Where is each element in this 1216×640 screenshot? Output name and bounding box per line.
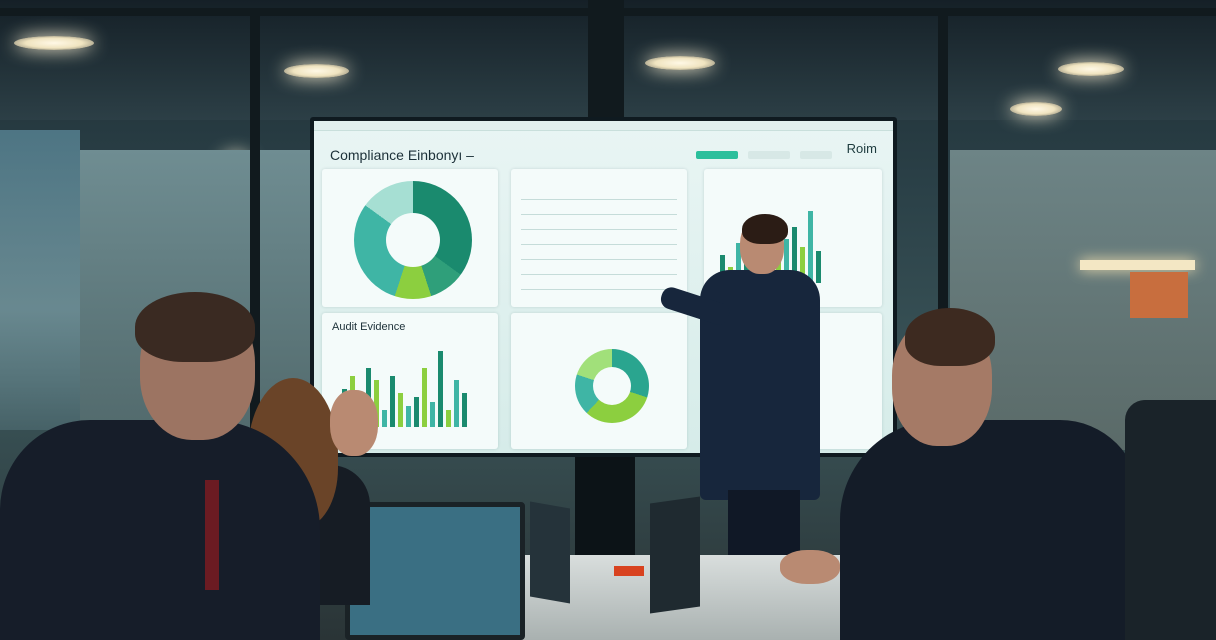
- donut-panel: [322, 169, 498, 307]
- attendee-hand: [780, 550, 840, 584]
- screen-bar: [398, 393, 403, 427]
- donut-chart: [354, 181, 472, 299]
- tie: [205, 480, 219, 590]
- office-chair: [1125, 400, 1216, 640]
- table-panel: [511, 169, 687, 307]
- notebook: [614, 566, 644, 576]
- glass-frame: [938, 10, 948, 440]
- attendee-man-right: [840, 420, 1140, 640]
- presenter-hair: [742, 214, 788, 244]
- poster: [1130, 272, 1188, 318]
- ceiling-light-icon: [14, 36, 94, 50]
- screen-bar: [454, 380, 459, 427]
- attendee-man-left: [0, 420, 320, 640]
- screen-bar: [382, 410, 387, 427]
- screen-bar: [784, 239, 789, 283]
- glass-frame: [250, 10, 260, 490]
- page-title: Compliance Einbonyı –: [330, 147, 474, 163]
- screen-bar: [422, 367, 427, 427]
- ceiling-light-icon: [1010, 102, 1062, 116]
- ceiling-light-icon: [645, 56, 715, 70]
- screen-bar: [462, 393, 467, 427]
- screen-bar: [816, 251, 821, 283]
- presenter-legs: [728, 490, 800, 555]
- filter-button[interactable]: [748, 151, 790, 159]
- screen-bar: [414, 397, 419, 427]
- screen-bar: [776, 255, 781, 283]
- laptop-icon: [345, 502, 525, 640]
- screen-bar: [736, 243, 741, 283]
- window: [0, 130, 80, 430]
- glass-frame: [588, 0, 624, 120]
- screen-bar: [720, 255, 725, 283]
- screen-bar: [438, 350, 443, 427]
- screen-bar: [374, 380, 379, 427]
- attendee-hair: [135, 292, 255, 362]
- filter-button[interactable]: [800, 151, 832, 159]
- screen-bar: [406, 405, 411, 427]
- attendee-face: [330, 390, 378, 456]
- filter-button[interactable]: [696, 151, 738, 159]
- ceiling-light-icon: [1058, 62, 1124, 76]
- laptop-icon: [650, 496, 700, 614]
- browser-toolbar: [314, 121, 893, 131]
- screen-stand: [575, 455, 635, 555]
- laptop-icon: [530, 501, 570, 604]
- screen-bar: [390, 376, 395, 427]
- screen-bar: [430, 401, 435, 427]
- wall-light: [1080, 260, 1195, 270]
- screen-bar: [446, 410, 451, 427]
- panel-title: Audit Evidence: [332, 321, 406, 333]
- brand-logo: Roim: [846, 141, 877, 156]
- donut-panel: [511, 313, 687, 449]
- donut-chart: [575, 349, 649, 423]
- ceiling-light-icon: [284, 64, 349, 78]
- glass-frame: [0, 8, 1216, 16]
- screen-bar: [792, 227, 797, 283]
- screen-bar: [800, 247, 805, 283]
- attendee-hair: [905, 308, 995, 366]
- screen-bar: [808, 211, 813, 283]
